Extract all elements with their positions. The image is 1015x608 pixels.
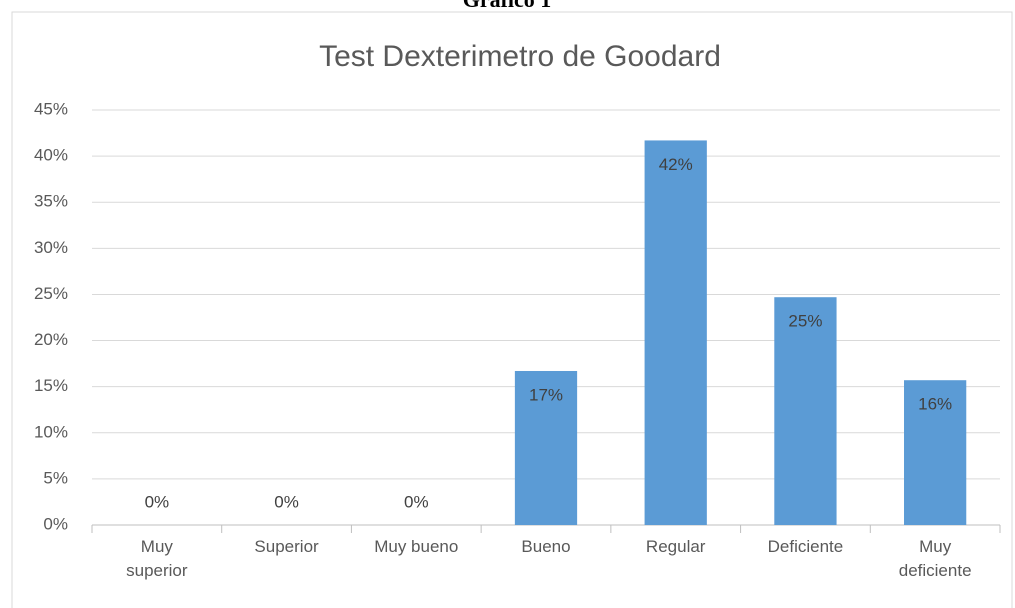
- heading: Gráfico 1: [463, 0, 552, 12]
- bar: [774, 297, 837, 525]
- y-tick-label: 5%: [43, 468, 68, 487]
- data-label: 16%: [918, 395, 952, 414]
- x-tick-label: Superior: [254, 537, 319, 556]
- y-tick-label: 35%: [34, 192, 68, 211]
- x-tick-label: Bueno: [521, 537, 571, 556]
- y-tick-label: 0%: [43, 514, 68, 533]
- y-tick-label: 30%: [34, 238, 68, 257]
- y-tick-label: 40%: [34, 146, 68, 165]
- chart-border: [11, 11, 1013, 608]
- x-tick-label: Regular: [645, 537, 706, 556]
- x-tick-label: Muy bueno: [374, 537, 459, 556]
- data-label: 0%: [274, 492, 299, 511]
- y-tick-label: 15%: [34, 376, 68, 395]
- y-tick-label: 45%: [34, 99, 68, 118]
- x-tick-label: Muy deficiente: [898, 537, 972, 580]
- x-tick-label: Muy superior: [126, 537, 188, 580]
- chart-title: Test Dexterimetro de Goodard: [319, 40, 721, 73]
- bar: [644, 140, 707, 525]
- data-label: 0%: [404, 492, 429, 511]
- data-label: 0%: [145, 492, 170, 511]
- bar: [514, 370, 578, 525]
- y-tick-label: 20%: [34, 330, 68, 349]
- x-tick-label: Deficiente: [767, 537, 844, 556]
- y-tick-label: 10%: [34, 422, 68, 441]
- y-tick-label: 25%: [34, 284, 68, 303]
- data-label: 42%: [659, 155, 693, 174]
- bar: [904, 380, 967, 525]
- data-label: 25%: [788, 312, 822, 331]
- data-label: 17%: [529, 385, 563, 404]
